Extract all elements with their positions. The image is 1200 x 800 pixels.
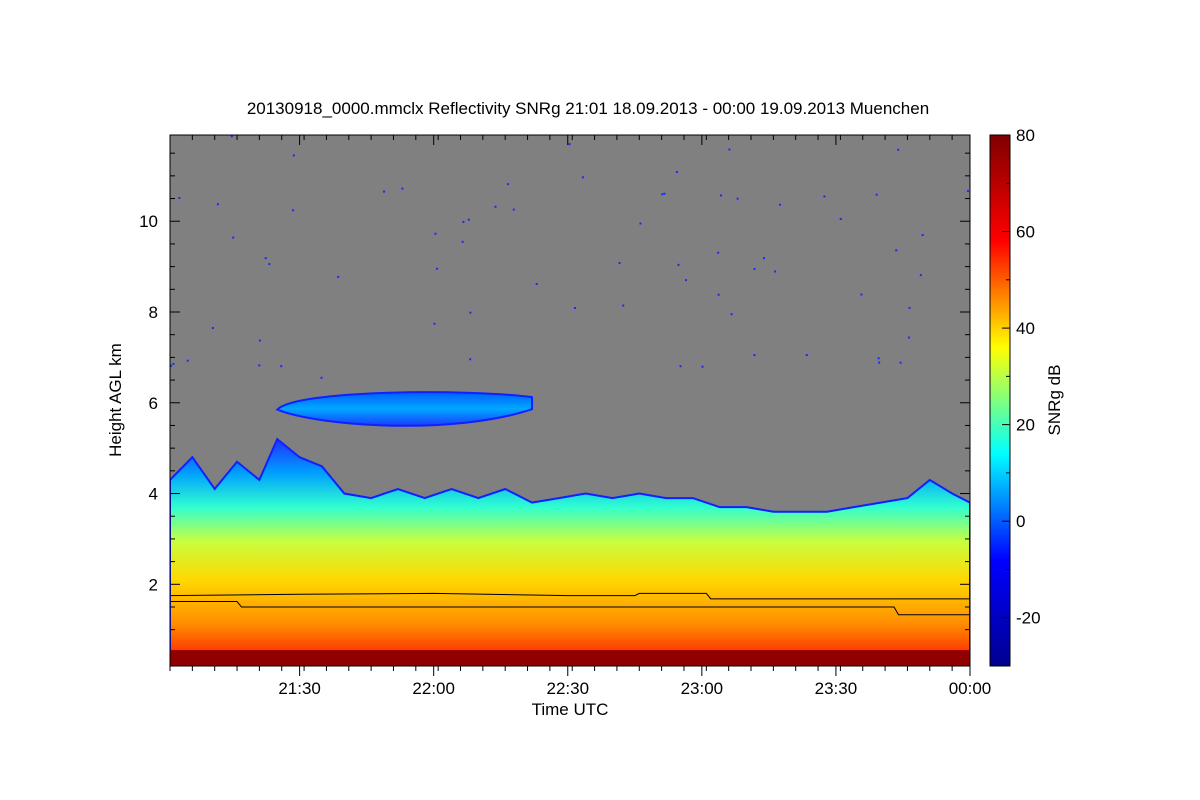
colorbar-tick-label: 80: [1016, 126, 1035, 145]
x-tick-label: 23:00: [681, 679, 724, 698]
y-axis: 2 4 6 8 10: [139, 152, 970, 631]
cloud-area: [170, 437, 970, 666]
height-line-2: [170, 601, 970, 616]
y-tick-label: 2: [149, 575, 158, 594]
x-tick-label: 21:30: [278, 679, 321, 698]
x-tick-label: 22:00: [412, 679, 455, 698]
x-axis-label: Time UTC: [532, 700, 609, 719]
noise-speckles: [170, 135, 969, 379]
x-axis: 21:30 22:00 22:30 23:00 23:30 00:00: [169, 135, 992, 698]
cloud-layer: [170, 437, 970, 666]
plot-area: [170, 135, 970, 666]
colorbar-tick-label: 20: [1016, 416, 1035, 435]
colorbar-label: SNRg dB: [1045, 365, 1064, 436]
elevated-cloud: [275, 391, 534, 427]
colorbar-tick-label: 60: [1016, 223, 1035, 242]
y-axis-label: Height AGL km: [106, 343, 125, 457]
y-tick-label: 10: [139, 212, 158, 231]
x-tick-label: 22:30: [546, 679, 589, 698]
y-tick-label: 8: [149, 303, 158, 322]
height-lines: [170, 592, 970, 616]
x-tick-label: 23:30: [815, 679, 858, 698]
height-line-1: [170, 592, 970, 600]
y-tick-label: 4: [149, 485, 158, 504]
colorbar-ramp: [989, 134, 1011, 667]
plot-frame: [169, 134, 971, 667]
chart-title: 20130918_0000.mmclx Reflectivity SNRg 21…: [247, 99, 929, 118]
colorbar-tick-label: -20: [1016, 609, 1041, 628]
y-tick-label: 6: [149, 394, 158, 413]
elevated-layer: [275, 391, 534, 427]
ground-band: [170, 650, 970, 666]
colorbar-tick-label: 40: [1016, 319, 1035, 338]
x-tick-label: 00:00: [949, 679, 992, 698]
colorbar-tick-label: 0: [1016, 512, 1025, 531]
colorbar: -20 0 20 40 60 80: [989, 126, 1041, 667]
